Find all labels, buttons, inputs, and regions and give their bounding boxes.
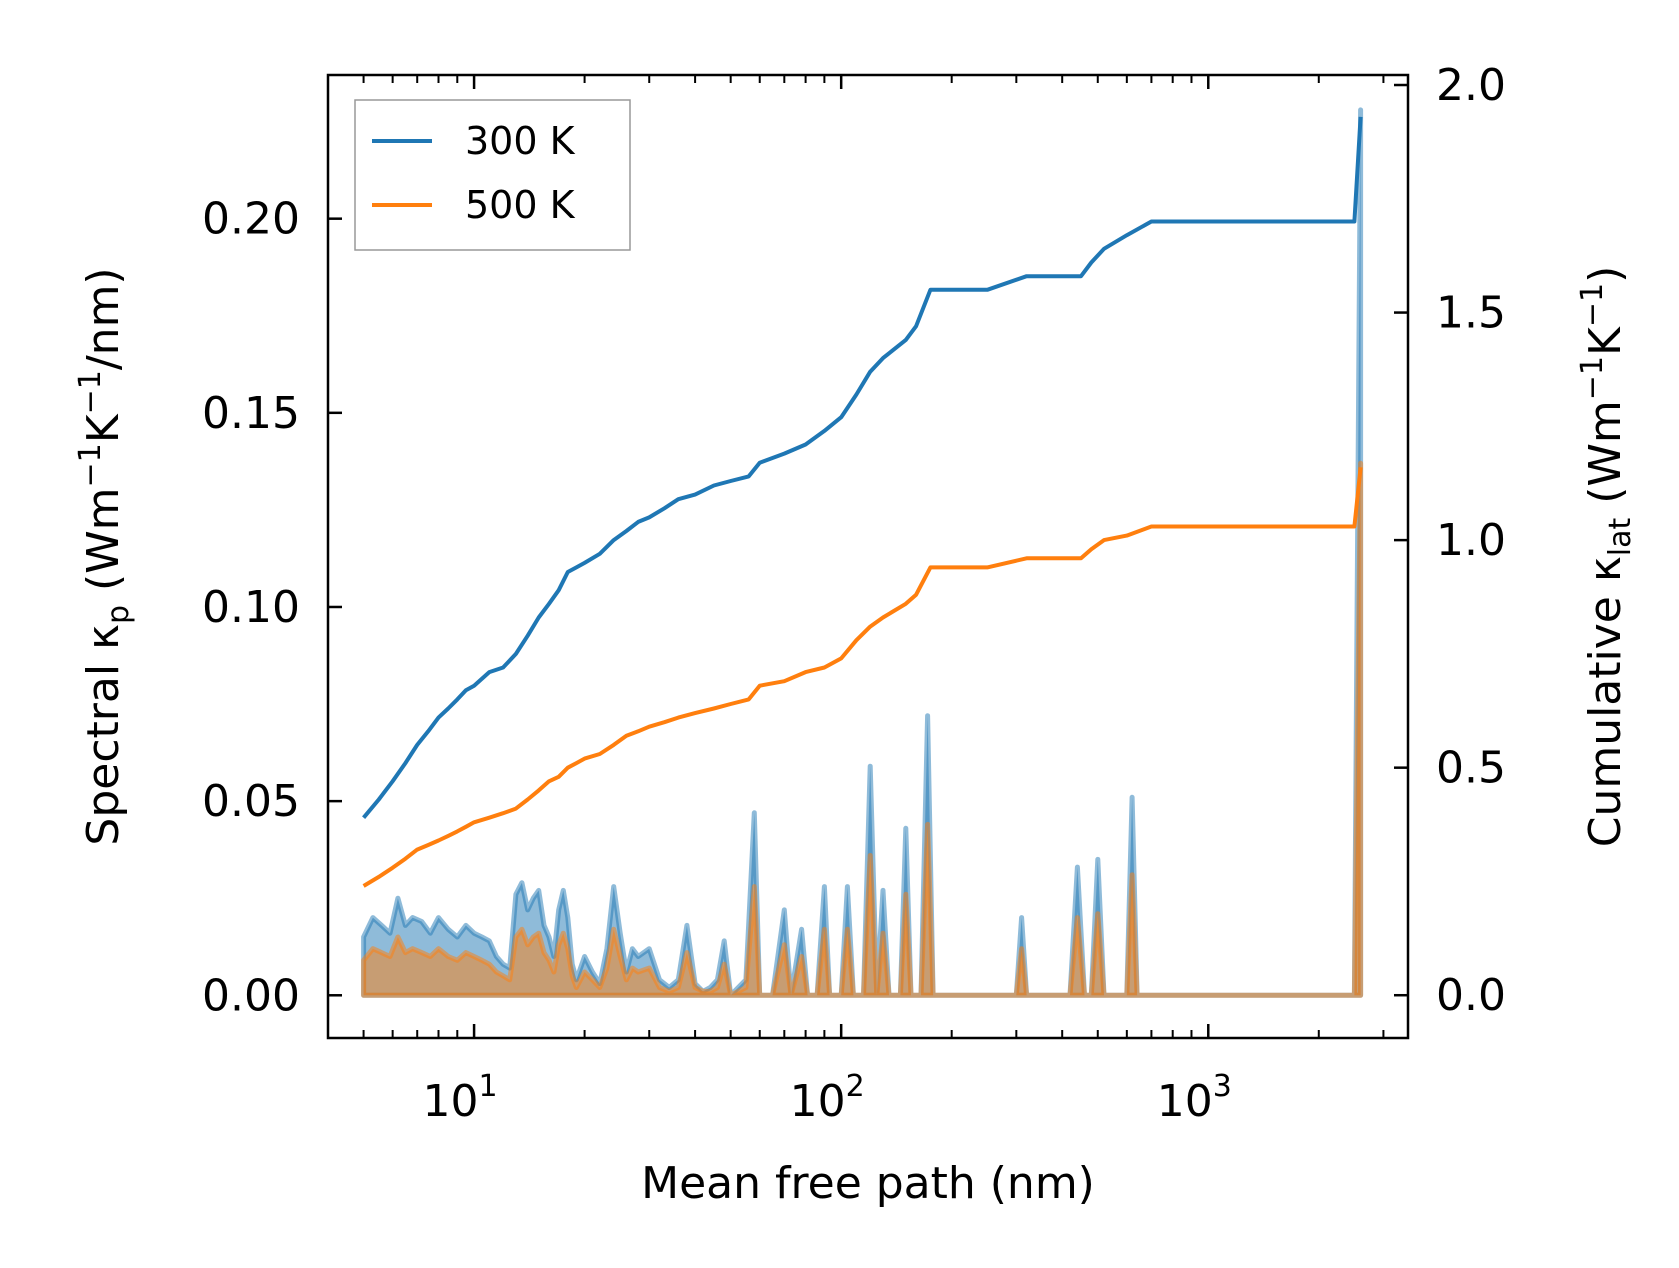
plot-frame <box>326 73 1410 1040</box>
right-y-tick-label: 2.0 <box>1436 60 1506 111</box>
right-y-tick-label: 1.5 <box>1436 288 1506 339</box>
left-y-tick-label: 0.10 <box>202 582 300 633</box>
spectral-area-1 <box>361 460 1364 998</box>
cumulative-line-1 <box>362 467 1363 888</box>
x-tick-base: 10 <box>790 1076 846 1127</box>
left-y-tick-label: 0.00 <box>202 970 300 1021</box>
left-y-axis-label: Spectral κp (Wm−1K−1/nm) <box>73 267 136 845</box>
legend-label-300k: 300 K <box>465 119 576 163</box>
x-tick-base: 10 <box>1157 1076 1213 1127</box>
right-y-tick-label: 0.0 <box>1436 970 1506 1021</box>
axis-ticks: 101 102 1030.000.050.100.150.200.00.51.01.… <box>202 60 1506 1127</box>
legend-box <box>354 99 631 251</box>
left-y-tick-label: 0.20 <box>202 194 300 245</box>
x-tick-exponent: 3 <box>1213 1069 1232 1104</box>
left-y-tick-label: 0.05 <box>202 776 300 827</box>
cumulative-line-0 <box>362 116 1363 819</box>
legend-label-500k: 500 K <box>465 183 576 227</box>
legend: 300 K 500 K <box>354 99 631 251</box>
left-y-tick-label: 0.15 <box>202 388 300 439</box>
cumulative-lines <box>362 116 1363 888</box>
x-axis-label: Mean free path (nm) <box>641 1158 1095 1209</box>
x-tick-label: 103 <box>1157 1069 1232 1127</box>
x-tick-exponent: 2 <box>846 1069 865 1104</box>
spectral-fills <box>361 107 1364 998</box>
x-tick-label: 102 <box>790 1069 865 1127</box>
right-y-tick-label: 1.0 <box>1436 515 1506 566</box>
right-y-tick-label: 0.5 <box>1436 743 1506 794</box>
x-tick-base: 10 <box>423 1076 479 1127</box>
x-tick-label: 101 <box>423 1069 498 1127</box>
right-y-axis-label: Cumulative κlat (Wm−1K−1) <box>1575 266 1638 848</box>
x-tick-exponent: 1 <box>479 1069 498 1104</box>
